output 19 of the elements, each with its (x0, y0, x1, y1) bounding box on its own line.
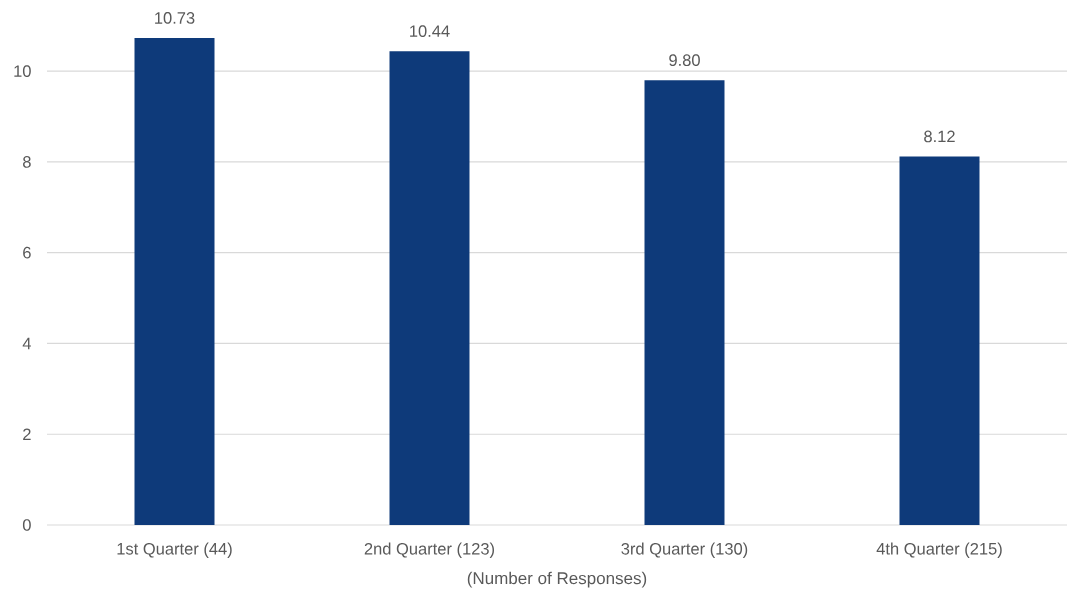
y-tick-label: 10 (14, 65, 31, 77)
y-tick-label: 2 (23, 428, 31, 440)
data-label: 10.73 (155, 12, 195, 24)
x-tick-label: 2nd Quarter (123) (364, 542, 495, 558)
bar (389, 51, 470, 525)
data-label: 9.80 (669, 54, 700, 66)
y-tick-label: 6 (23, 246, 31, 259)
y-tick-label: 4 (22, 337, 31, 350)
bar (899, 156, 980, 525)
y-tick-label: 8 (23, 156, 31, 168)
data-label: 8.12 (924, 130, 955, 143)
x-tick-label: 1st Quarter (44) (117, 542, 232, 558)
x-tick-label: 4th Quarter (215) (876, 542, 1002, 558)
data-label: 10.44 (410, 25, 450, 37)
y-tick-label: 0 (22, 519, 31, 531)
bar (134, 37, 215, 525)
bar (644, 80, 725, 525)
x-axis-title: (Number of Responses) (467, 571, 647, 588)
x-tick-label: 3rd Quarter (130) (621, 542, 748, 558)
